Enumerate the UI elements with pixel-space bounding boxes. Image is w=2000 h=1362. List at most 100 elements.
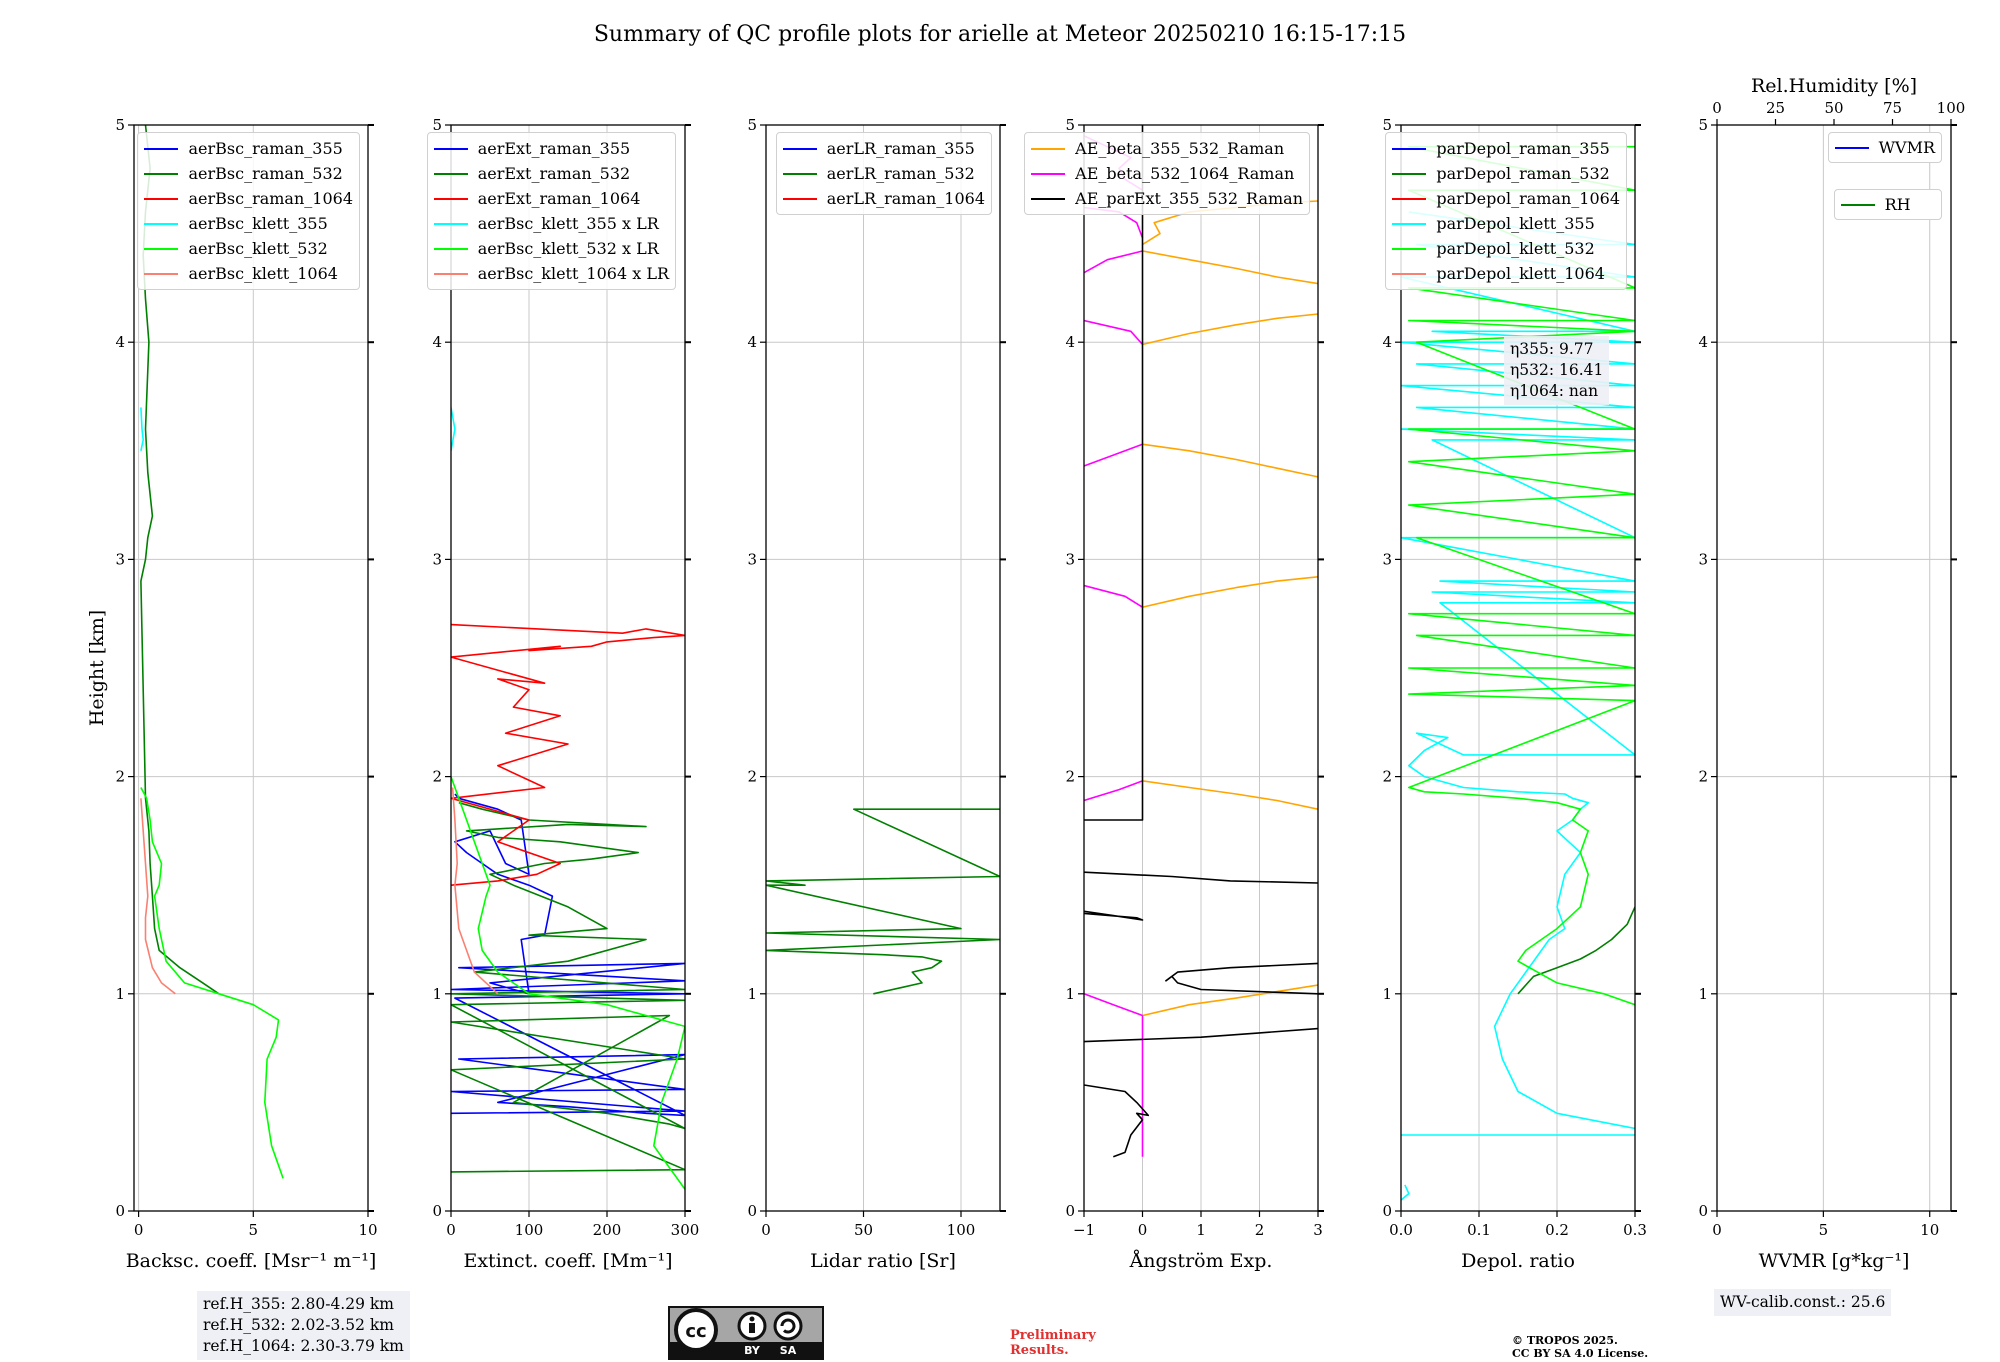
wvmr-xtick-label: 5 <box>1819 1221 1829 1239</box>
legend-entry: AE_beta_355_532_Raman <box>1031 136 1303 161</box>
extinction-xtick-label: 300 <box>671 1221 700 1239</box>
backscatter-series-aerBsc_klett_1064 <box>140 798 176 995</box>
cc-by-text: BY <box>744 1344 761 1357</box>
depol-legend: parDepol_raman_355 parDepol_raman_532 parD… <box>1385 132 1627 290</box>
legend-entry: parDepol_klett_1064 <box>1392 261 1620 286</box>
wvmr-ytick-label: 3 <box>1698 550 1708 568</box>
legend-label: aerBsc_klett_355 x LR <box>477 214 659 233</box>
legend-swatch <box>1392 172 1427 175</box>
backscatter-ytick-label: 0 <box>115 1202 125 1220</box>
depol-panel: 0 1 2 3 4 5 0.0 0.1 0.2 0.3 Depol. ratio <box>1382 116 1646 1272</box>
y-axis-label: Height [km] <box>86 610 108 726</box>
chart-title: Summary of QC profile plots for arielle … <box>593 22 1407 47</box>
legend-swatch <box>144 147 179 150</box>
extinction-xlabel: Extinct. coeff. [Mm⁻¹] <box>463 1250 672 1272</box>
legend-swatch <box>433 247 468 250</box>
legend-entry: aerBsc_klett_355 <box>144 211 353 236</box>
extinction-xtick-label: 100 <box>515 1221 544 1239</box>
backscatter-ytick-label: 3 <box>115 550 125 568</box>
legend-entry: aerBsc_klett_1064 <box>144 261 353 286</box>
legend-label: parDepol_klett_355 <box>1436 214 1595 233</box>
extinction-ytick-label: 3 <box>432 550 442 568</box>
legend-label: AE_beta_532_1064_Raman <box>1075 164 1295 183</box>
refh-532-text: ref.H_532: 2.02-3.52 km <box>203 1316 394 1334</box>
extinction-axes-frame <box>450 124 686 1212</box>
backscatter-ytick-label: 2 <box>115 768 125 786</box>
extinction-legend: aerExt_raman_355 aerExt_raman_532 aerExt_r… <box>426 132 676 290</box>
legend-entry: aerLR_raman_1064 <box>782 186 985 211</box>
legend-entry: parDepol_raman_532 <box>1392 161 1620 186</box>
depol-xlabel: Depol. ratio <box>1461 1250 1575 1272</box>
legend-entry: AE_parExt_355_532_Raman <box>1031 186 1303 211</box>
backscatter-xlabel: Backsc. coeff. [Msr⁻¹ m⁻¹] <box>126 1250 377 1272</box>
legend-entry: aerBsc_raman_532 <box>144 161 353 186</box>
depol-xtick-label: 0.0 <box>1389 1221 1413 1239</box>
legend-label: aerBsc_raman_355 <box>188 139 343 158</box>
eta-355-text: η355: 9.77 <box>1510 340 1594 358</box>
backscatter-ytick-label: 1 <box>115 985 125 1003</box>
lidar-ratio-xtick-label: 100 <box>947 1221 976 1239</box>
extinction-ytick-label: 4 <box>432 333 442 351</box>
legend-entry: aerBsc_klett_532 <box>144 236 353 261</box>
legend-label: aerLR_raman_1064 <box>826 189 985 208</box>
angstrom-series-AE_parExt_355_532_Raman <box>1084 125 1318 1158</box>
eta-1064-text: η1064: nan <box>1510 382 1599 400</box>
depol-ytick-label: 5 <box>1382 116 1392 134</box>
rh-tick-label: 0 <box>1712 99 1722 117</box>
angstrom-series-AE_beta_355_532_Raman <box>1142 200 1318 1017</box>
legend-label: parDepol_raman_532 <box>1436 164 1610 183</box>
legend-entry: aerBsc_klett_355 x LR <box>433 211 669 236</box>
wvmr-ytick-label: 5 <box>1698 116 1708 134</box>
extinction-ytick-label: 5 <box>432 116 442 134</box>
legend-entry: aerLR_raman_355 <box>782 136 985 161</box>
lidar-ratio-ytick-label: 0 <box>747 1202 757 1220</box>
angstrom-xtick-label: −1 <box>1073 1221 1095 1239</box>
backscatter-axes-frame <box>133 124 369 1212</box>
wvmr-legend: WVMR RH <box>1827 132 1942 246</box>
legend-swatch <box>433 197 468 200</box>
depol-ytick-label: 4 <box>1382 333 1392 351</box>
legend-swatch <box>144 222 179 225</box>
legend-entry: parDepol_raman_1064 <box>1392 186 1620 211</box>
backscatter-series-aerBsc_klett_355 <box>140 407 144 451</box>
legend-label: RH <box>1884 195 1911 214</box>
legend-label: parDepol_raman_1064 <box>1436 189 1620 208</box>
preliminary-results-note: Preliminary Results. <box>1010 1328 1096 1358</box>
legend-label: aerBsc_klett_355 <box>188 214 328 233</box>
legend-entry: parDepol_klett_355 <box>1392 211 1620 236</box>
angstrom-xtick-label: 1 <box>1196 1221 1206 1239</box>
preliminary-text: Preliminary <box>1010 1328 1096 1343</box>
angstrom-series-AE_beta_532_1064_Raman <box>1084 135 1144 1157</box>
legend-label: WVMR <box>1878 138 1935 157</box>
legend-swatch <box>433 272 468 275</box>
extinction-xtick-label: 0 <box>446 1221 456 1239</box>
angstrom-ytick-label: 3 <box>1065 550 1075 568</box>
depol-xtick-label: 0.2 <box>1545 1221 1569 1239</box>
depol-ytick-label: 3 <box>1382 550 1392 568</box>
copyright-note: © TROPOS 2025. CC BY SA 4.0 License. <box>1512 1334 1648 1360</box>
legend-entry: aerBsc_raman_355 <box>144 136 353 161</box>
legend-swatch <box>144 172 179 175</box>
extinction-ytick-label: 0 <box>432 1202 442 1220</box>
lidar-ratio-axes-frame <box>765 124 1001 1212</box>
legend-label: aerBsc_raman_532 <box>188 164 343 183</box>
extinction-series-aerExt_raman_1064 <box>451 623 685 886</box>
depol-series-parDepol_klett_532 <box>1408 145 1635 1006</box>
refh-1064-text: ref.H_1064: 2.30-3.79 km <box>203 1337 404 1355</box>
legend-swatch <box>1840 203 1875 206</box>
lidar-ratio-xtick-label: 50 <box>854 1221 873 1239</box>
legend-entry: aerBsc_raman_1064 <box>144 186 353 211</box>
wvmr-ytick-label: 0 <box>1698 1202 1708 1220</box>
legend-swatch <box>1031 197 1066 200</box>
legend-label: aerExt_raman_1064 <box>477 189 641 208</box>
lidar-ratio-ytick-label: 4 <box>747 333 757 351</box>
legend-label: aerBsc_klett_1064 x LR <box>477 264 669 283</box>
legend-entry: aerBsc_klett_1064 x LR <box>433 261 669 286</box>
depol-ytick-label: 2 <box>1382 768 1392 786</box>
legend-swatch <box>1031 172 1066 175</box>
wvmr-ytick-label: 1 <box>1698 985 1708 1003</box>
backscatter-ytick-label: 4 <box>115 333 125 351</box>
legend-swatch <box>782 197 817 200</box>
legend-entry: aerExt_raman_355 <box>433 136 669 161</box>
